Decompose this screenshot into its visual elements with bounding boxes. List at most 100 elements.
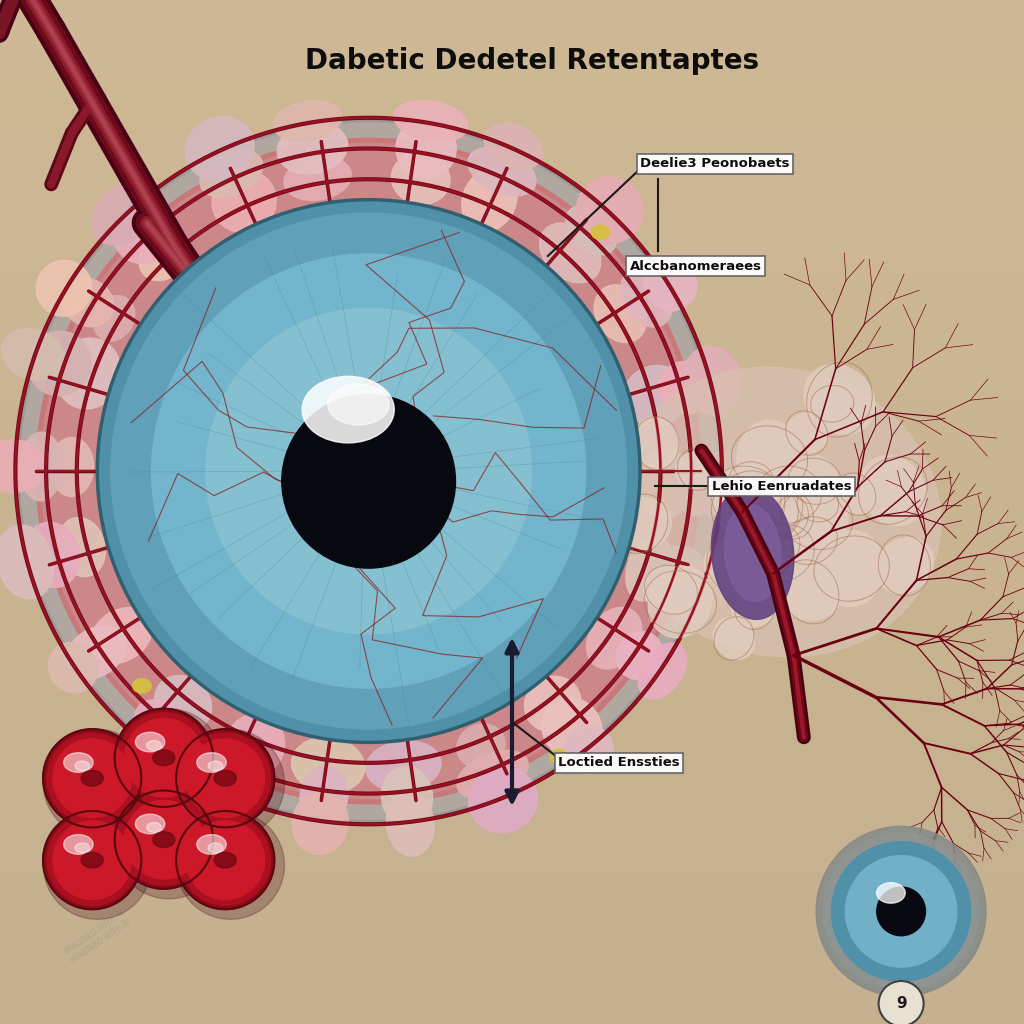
Bar <box>0 802 1024 819</box>
Bar <box>0 819 1024 837</box>
Bar <box>0 290 1024 307</box>
Text: Lehio Eenruadates: Lehio Eenruadates <box>712 480 851 493</box>
Ellipse shape <box>648 546 709 611</box>
Ellipse shape <box>457 724 505 768</box>
Ellipse shape <box>90 607 153 664</box>
Bar <box>0 461 1024 478</box>
Ellipse shape <box>791 455 839 508</box>
Ellipse shape <box>146 822 162 833</box>
Ellipse shape <box>484 123 543 170</box>
Ellipse shape <box>877 883 905 903</box>
Circle shape <box>43 729 141 827</box>
Circle shape <box>20 123 717 819</box>
Ellipse shape <box>208 761 223 771</box>
Bar <box>0 768 1024 785</box>
Circle shape <box>41 143 696 799</box>
Bar <box>0 443 1024 461</box>
Circle shape <box>53 739 131 817</box>
Bar <box>0 102 1024 120</box>
Bar <box>0 256 1024 273</box>
Ellipse shape <box>63 835 93 854</box>
Ellipse shape <box>737 420 802 497</box>
Ellipse shape <box>115 791 223 899</box>
Ellipse shape <box>176 811 285 920</box>
Ellipse shape <box>155 676 212 730</box>
Ellipse shape <box>714 468 778 541</box>
Circle shape <box>823 834 979 989</box>
Ellipse shape <box>225 714 285 777</box>
Ellipse shape <box>0 440 45 493</box>
Bar <box>0 853 1024 870</box>
Ellipse shape <box>273 100 342 141</box>
Text: IMAGINED WITH AI
IMAGINED WITH AI: IMAGINED WITH AI IMAGINED WITH AI <box>62 908 132 966</box>
Ellipse shape <box>300 766 348 825</box>
Bar <box>0 939 1024 955</box>
Bar <box>0 597 1024 614</box>
Ellipse shape <box>724 505 781 601</box>
Circle shape <box>125 801 203 879</box>
Bar <box>0 904 1024 922</box>
Ellipse shape <box>61 279 114 327</box>
Ellipse shape <box>146 740 162 751</box>
Circle shape <box>186 739 264 817</box>
Bar <box>0 632 1024 648</box>
Bar <box>0 85 1024 102</box>
Ellipse shape <box>752 522 799 569</box>
Bar <box>0 273 1024 290</box>
Ellipse shape <box>757 464 820 525</box>
Circle shape <box>186 821 264 899</box>
Ellipse shape <box>43 729 152 838</box>
Circle shape <box>180 815 270 905</box>
Bar <box>0 410 1024 427</box>
Ellipse shape <box>726 519 788 586</box>
Ellipse shape <box>621 267 673 327</box>
Bar <box>0 546 1024 563</box>
Ellipse shape <box>212 170 276 232</box>
Ellipse shape <box>93 296 135 341</box>
Ellipse shape <box>135 699 194 754</box>
Ellipse shape <box>81 852 103 868</box>
Ellipse shape <box>550 750 568 764</box>
Ellipse shape <box>811 385 853 423</box>
Ellipse shape <box>50 437 93 497</box>
Ellipse shape <box>712 486 794 620</box>
Bar <box>0 17 1024 34</box>
Bar <box>0 1007 1024 1024</box>
Bar <box>0 51 1024 69</box>
Circle shape <box>119 713 209 803</box>
Bar <box>0 922 1024 939</box>
Ellipse shape <box>732 459 770 504</box>
Ellipse shape <box>284 157 351 201</box>
Circle shape <box>15 118 722 824</box>
Ellipse shape <box>63 753 93 772</box>
Ellipse shape <box>457 751 528 799</box>
Bar <box>0 427 1024 443</box>
Bar <box>0 171 1024 187</box>
Ellipse shape <box>302 376 394 442</box>
Bar <box>0 222 1024 239</box>
Ellipse shape <box>214 852 237 868</box>
Ellipse shape <box>468 147 536 196</box>
Ellipse shape <box>758 494 801 532</box>
Ellipse shape <box>200 150 263 198</box>
Bar <box>0 205 1024 222</box>
Circle shape <box>36 138 701 804</box>
Bar <box>0 478 1024 495</box>
Bar <box>0 973 1024 990</box>
Circle shape <box>206 308 531 634</box>
Ellipse shape <box>540 223 601 283</box>
Ellipse shape <box>292 737 365 794</box>
Bar <box>0 734 1024 751</box>
Ellipse shape <box>366 740 441 792</box>
Ellipse shape <box>115 709 223 817</box>
Bar <box>0 648 1024 666</box>
Ellipse shape <box>208 843 223 853</box>
Ellipse shape <box>139 231 188 281</box>
Ellipse shape <box>197 753 226 772</box>
Bar <box>0 666 1024 683</box>
Ellipse shape <box>48 642 97 693</box>
Bar <box>0 307 1024 325</box>
Ellipse shape <box>615 368 941 656</box>
Circle shape <box>176 811 274 909</box>
Ellipse shape <box>771 498 810 536</box>
